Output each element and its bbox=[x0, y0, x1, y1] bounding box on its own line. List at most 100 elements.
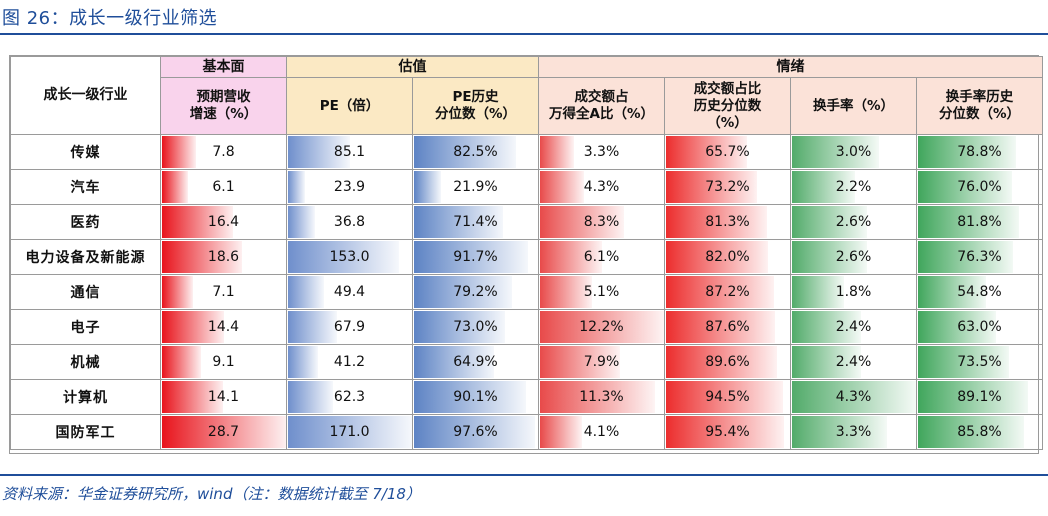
data-bar-pe_pct bbox=[414, 346, 494, 378]
cell-value: 14.4 bbox=[207, 319, 240, 335]
cell-value: 6.1% bbox=[583, 249, 620, 265]
table-row: 国防军工 28.7 171.0 97.6% 4.1% 95.4% 3.3% 85.8% bbox=[10, 414, 1043, 450]
cell-value: 6.1 bbox=[212, 179, 235, 195]
cell-value: 81.8% bbox=[957, 214, 1002, 230]
cell-pe_pct: 71.4% bbox=[412, 204, 539, 240]
data-bar-turn_share bbox=[540, 381, 655, 413]
table-row: 电力设备及新能源 18.6 153.0 91.7% 6.1% 82.0% 2.6% 76.3% bbox=[10, 239, 1043, 275]
data-bar-turn_pct bbox=[666, 276, 774, 308]
cell-tr: 4.3% bbox=[790, 379, 917, 415]
cell-value: 28.7 bbox=[207, 424, 240, 440]
cell-value: 21.9% bbox=[453, 179, 498, 195]
data-bar-turn_pct bbox=[666, 381, 783, 413]
cell-value: 87.2% bbox=[705, 284, 750, 300]
group-sentiment-header: 情绪 bbox=[538, 56, 1043, 78]
cell-value: 73.2% bbox=[705, 179, 750, 195]
cell-value: 73.5% bbox=[957, 354, 1002, 370]
cell-pe_pct: 64.9% bbox=[412, 344, 539, 380]
data-bar-rev bbox=[162, 241, 242, 273]
data-bar-pe bbox=[288, 136, 350, 168]
cell-value: 1.8% bbox=[835, 284, 872, 300]
data-bar-tr bbox=[792, 311, 861, 343]
cell-value: 9.1 bbox=[212, 354, 235, 370]
cell-turn_pct: 89.6% bbox=[664, 344, 791, 380]
cell-value: 82.0% bbox=[705, 249, 750, 265]
cell-value: 2.6% bbox=[835, 249, 872, 265]
data-bar-tr bbox=[792, 346, 861, 378]
cell-value: 67.9 bbox=[333, 319, 366, 335]
cell-value: 87.6% bbox=[705, 319, 750, 335]
data-bar-pe bbox=[288, 241, 399, 273]
cell-turn_share: 4.1% bbox=[538, 414, 665, 450]
data-bar-pe bbox=[288, 171, 305, 203]
cell-rev: 18.6 bbox=[160, 239, 287, 275]
cell-tr: 3.3% bbox=[790, 414, 917, 450]
cell-turn_pct: 87.6% bbox=[664, 309, 791, 345]
cell-pe_pct: 91.7% bbox=[412, 239, 539, 275]
cell-turn_share: 11.3% bbox=[538, 379, 665, 415]
cell-rev: 7.1 bbox=[160, 274, 287, 310]
title-rule bbox=[0, 33, 1048, 35]
data-bar-turn_share bbox=[540, 346, 620, 378]
cell-value: 3.3% bbox=[583, 144, 620, 160]
data-bar-pe_pct bbox=[414, 381, 526, 413]
cell-pe: 41.2 bbox=[286, 344, 413, 380]
cell-turn_pct: 94.5% bbox=[664, 379, 791, 415]
table-row: 通信 7.1 49.4 79.2% 5.1% 87.2% 1.8% 54.8% bbox=[10, 274, 1043, 310]
data-bar-pe bbox=[288, 206, 315, 238]
cell-tr_pct: 89.1% bbox=[916, 379, 1043, 415]
data-bar-tr bbox=[792, 416, 887, 448]
table-row: 传媒 7.8 85.1 82.5% 3.3% 65.7% 3.0% 78.8% bbox=[10, 134, 1043, 170]
cell-tr_pct: 73.5% bbox=[916, 344, 1043, 380]
data-bar-rev bbox=[162, 416, 286, 448]
cell-value: 64.9% bbox=[453, 354, 498, 370]
cell-value: 82.5% bbox=[453, 144, 498, 160]
data-bar-pe bbox=[288, 276, 324, 308]
cell-value: 81.3% bbox=[705, 214, 750, 230]
data-bar-rev bbox=[162, 346, 201, 378]
cell-rev: 9.1 bbox=[160, 344, 287, 380]
data-bar-turn_pct bbox=[666, 346, 777, 378]
cell-value: 7.9% bbox=[583, 354, 620, 370]
cell-tr_pct: 76.0% bbox=[916, 169, 1043, 205]
data-bar-turn_share bbox=[540, 276, 592, 308]
cell-turn_pct: 95.4% bbox=[664, 414, 791, 450]
cell-value: 91.7% bbox=[453, 249, 498, 265]
data-bar-pe bbox=[288, 416, 412, 448]
data-bar-tr bbox=[792, 206, 867, 238]
cell-value: 171.0 bbox=[329, 424, 370, 440]
cell-value: 89.6% bbox=[705, 354, 750, 370]
cell-rev: 7.8 bbox=[160, 134, 287, 170]
cell-value: 3.3% bbox=[835, 424, 872, 440]
cell-value: 36.8 bbox=[333, 214, 366, 230]
data-bar-turn_pct bbox=[666, 416, 784, 448]
cell-value: 2.6% bbox=[835, 214, 872, 230]
cell-turn_pct: 65.7% bbox=[664, 134, 791, 170]
cell-value: 65.7% bbox=[705, 144, 750, 160]
group-valuation-header: 估值 bbox=[286, 56, 539, 78]
data-bar-turn_pct bbox=[666, 206, 767, 238]
source-note: 资料来源：华金证券研究所，wind（注：数据统计截至 7/18） bbox=[2, 485, 421, 503]
cell-rev: 14.4 bbox=[160, 309, 287, 345]
cell-tr_pct: 81.8% bbox=[916, 204, 1043, 240]
cell-value: 85.1 bbox=[333, 144, 366, 160]
column-header-rev: 预期营收 增速（%） bbox=[160, 77, 287, 135]
data-bar-turn_share bbox=[540, 206, 624, 238]
data-bar-tr bbox=[792, 276, 844, 308]
cell-value: 16.4 bbox=[207, 214, 240, 230]
cell-value: 18.6 bbox=[207, 249, 240, 265]
cell-value: 49.4 bbox=[333, 284, 366, 300]
industry-name: 电力设备及新能源 bbox=[10, 239, 161, 275]
data-bar-pe_pct bbox=[414, 311, 505, 343]
data-bar-rev bbox=[162, 206, 233, 238]
data-bar-turn_pct bbox=[666, 311, 775, 343]
cell-pe_pct: 90.1% bbox=[412, 379, 539, 415]
cell-value: 78.8% bbox=[957, 144, 1002, 160]
cell-tr_pct: 63.0% bbox=[916, 309, 1043, 345]
data-bar-pe_pct bbox=[414, 206, 503, 238]
data-bar-turn_share bbox=[540, 241, 602, 273]
data-bar-turn_share bbox=[540, 171, 584, 203]
data-bar-turn_pct bbox=[666, 241, 768, 273]
data-bar-rev bbox=[162, 311, 224, 343]
cell-value: 12.2% bbox=[579, 319, 624, 335]
